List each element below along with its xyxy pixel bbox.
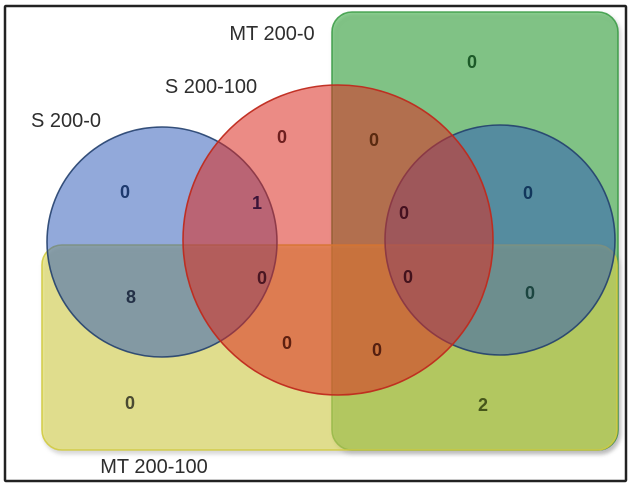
region-count-all-four-sets: 0 bbox=[403, 267, 413, 287]
set-labels: MT 200-0 S 200-100 S 200-0 MT 200-100 bbox=[31, 23, 315, 478]
region-count-mt200-100-only: 0 bbox=[125, 393, 135, 413]
set-shape-s-200-100 bbox=[182, 84, 494, 396]
set-label-mt-200-0: MT 200-0 bbox=[229, 23, 314, 45]
region-count-s200-0-s200-100-mt200-0: 0 bbox=[399, 203, 409, 223]
region-count-s200-100-mt200-0-mt200-100: 0 bbox=[372, 340, 382, 360]
venn-shapes bbox=[41, 11, 619, 451]
figure-border bbox=[3, 4, 628, 483]
region-count-s200-0-and-s200-100: 1 bbox=[252, 193, 262, 213]
set-label-s-200-100: S 200-100 bbox=[165, 76, 257, 98]
region-count-s200-100-only: 0 bbox=[277, 127, 287, 147]
region-count-s200-0-and-mt200-100: 8 bbox=[126, 287, 136, 307]
region-count-mt200-0-only: 0 bbox=[467, 52, 477, 72]
region-count-s200-0-mt200-0-mt200-100: 0 bbox=[525, 283, 535, 303]
set-label-s-200-0: S 200-0 bbox=[31, 110, 101, 132]
set-label-mt-200-100: MT 200-100 bbox=[100, 456, 207, 478]
region-count-s200-100-and-mt200-0: 0 bbox=[369, 130, 379, 150]
region-count-s200-0-only: 0 bbox=[120, 182, 130, 202]
region-count-mt200-0-and-mt200-100: 2 bbox=[478, 395, 488, 415]
region-count-s200-100-and-mt200-100: 0 bbox=[282, 333, 292, 353]
region-counts: 0 0 0 0 1 0 8 0 0 2 0 0 0 0 0 bbox=[120, 52, 535, 415]
region-count-s200-0-s200-100-mt200-100: 0 bbox=[257, 268, 267, 288]
region-count-s200-0-and-mt200-0: 0 bbox=[523, 183, 533, 203]
